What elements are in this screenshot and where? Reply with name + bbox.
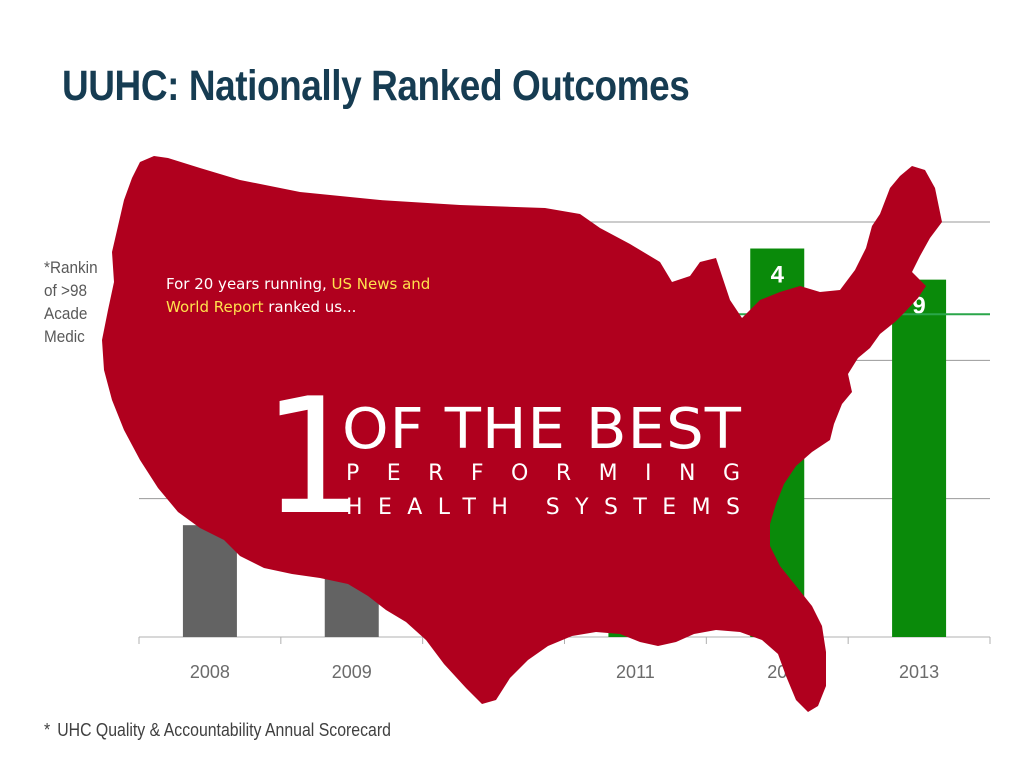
chart-x-axis: 2008 2009 2011 20 2013 <box>138 637 991 682</box>
slide-title: UUHC: Nationally Ranked Outcomes <box>62 62 690 110</box>
ranking-note-line: Medic <box>44 327 85 346</box>
footnote: * UHC Quality & Accountability Annual Sco… <box>44 720 391 741</box>
ranking-note: *Rankin of >98 Acade Medic <box>44 256 143 348</box>
footnote-text: UHC Quality & Accountability Annual Scor… <box>57 720 391 740</box>
big-number-one: 1 <box>262 363 364 550</box>
bar-2013 <box>892 279 947 637</box>
ranking-note-line: of >98 <box>44 281 87 300</box>
overlay-line-1: For 20 years running, US News and <box>166 275 430 293</box>
bar-value-label: 4 <box>771 262 785 289</box>
x-tick-label: 2008 <box>190 662 230 682</box>
ranking-note-line: Acade <box>44 304 88 323</box>
overlay-line-2: World Report ranked us... <box>166 298 356 316</box>
x-tick-label: 2011 <box>616 662 655 682</box>
footnote-asterisk: * <box>44 720 51 740</box>
x-tick-label: 2009 <box>332 662 372 682</box>
x-tick-label: 2013 <box>899 662 939 682</box>
us-map-shape <box>102 156 942 712</box>
ranking-note-line: *Rankin <box>44 258 98 277</box>
headline-best: OF THE BEST <box>342 397 742 462</box>
x-tick-label: 20 <box>767 662 787 682</box>
